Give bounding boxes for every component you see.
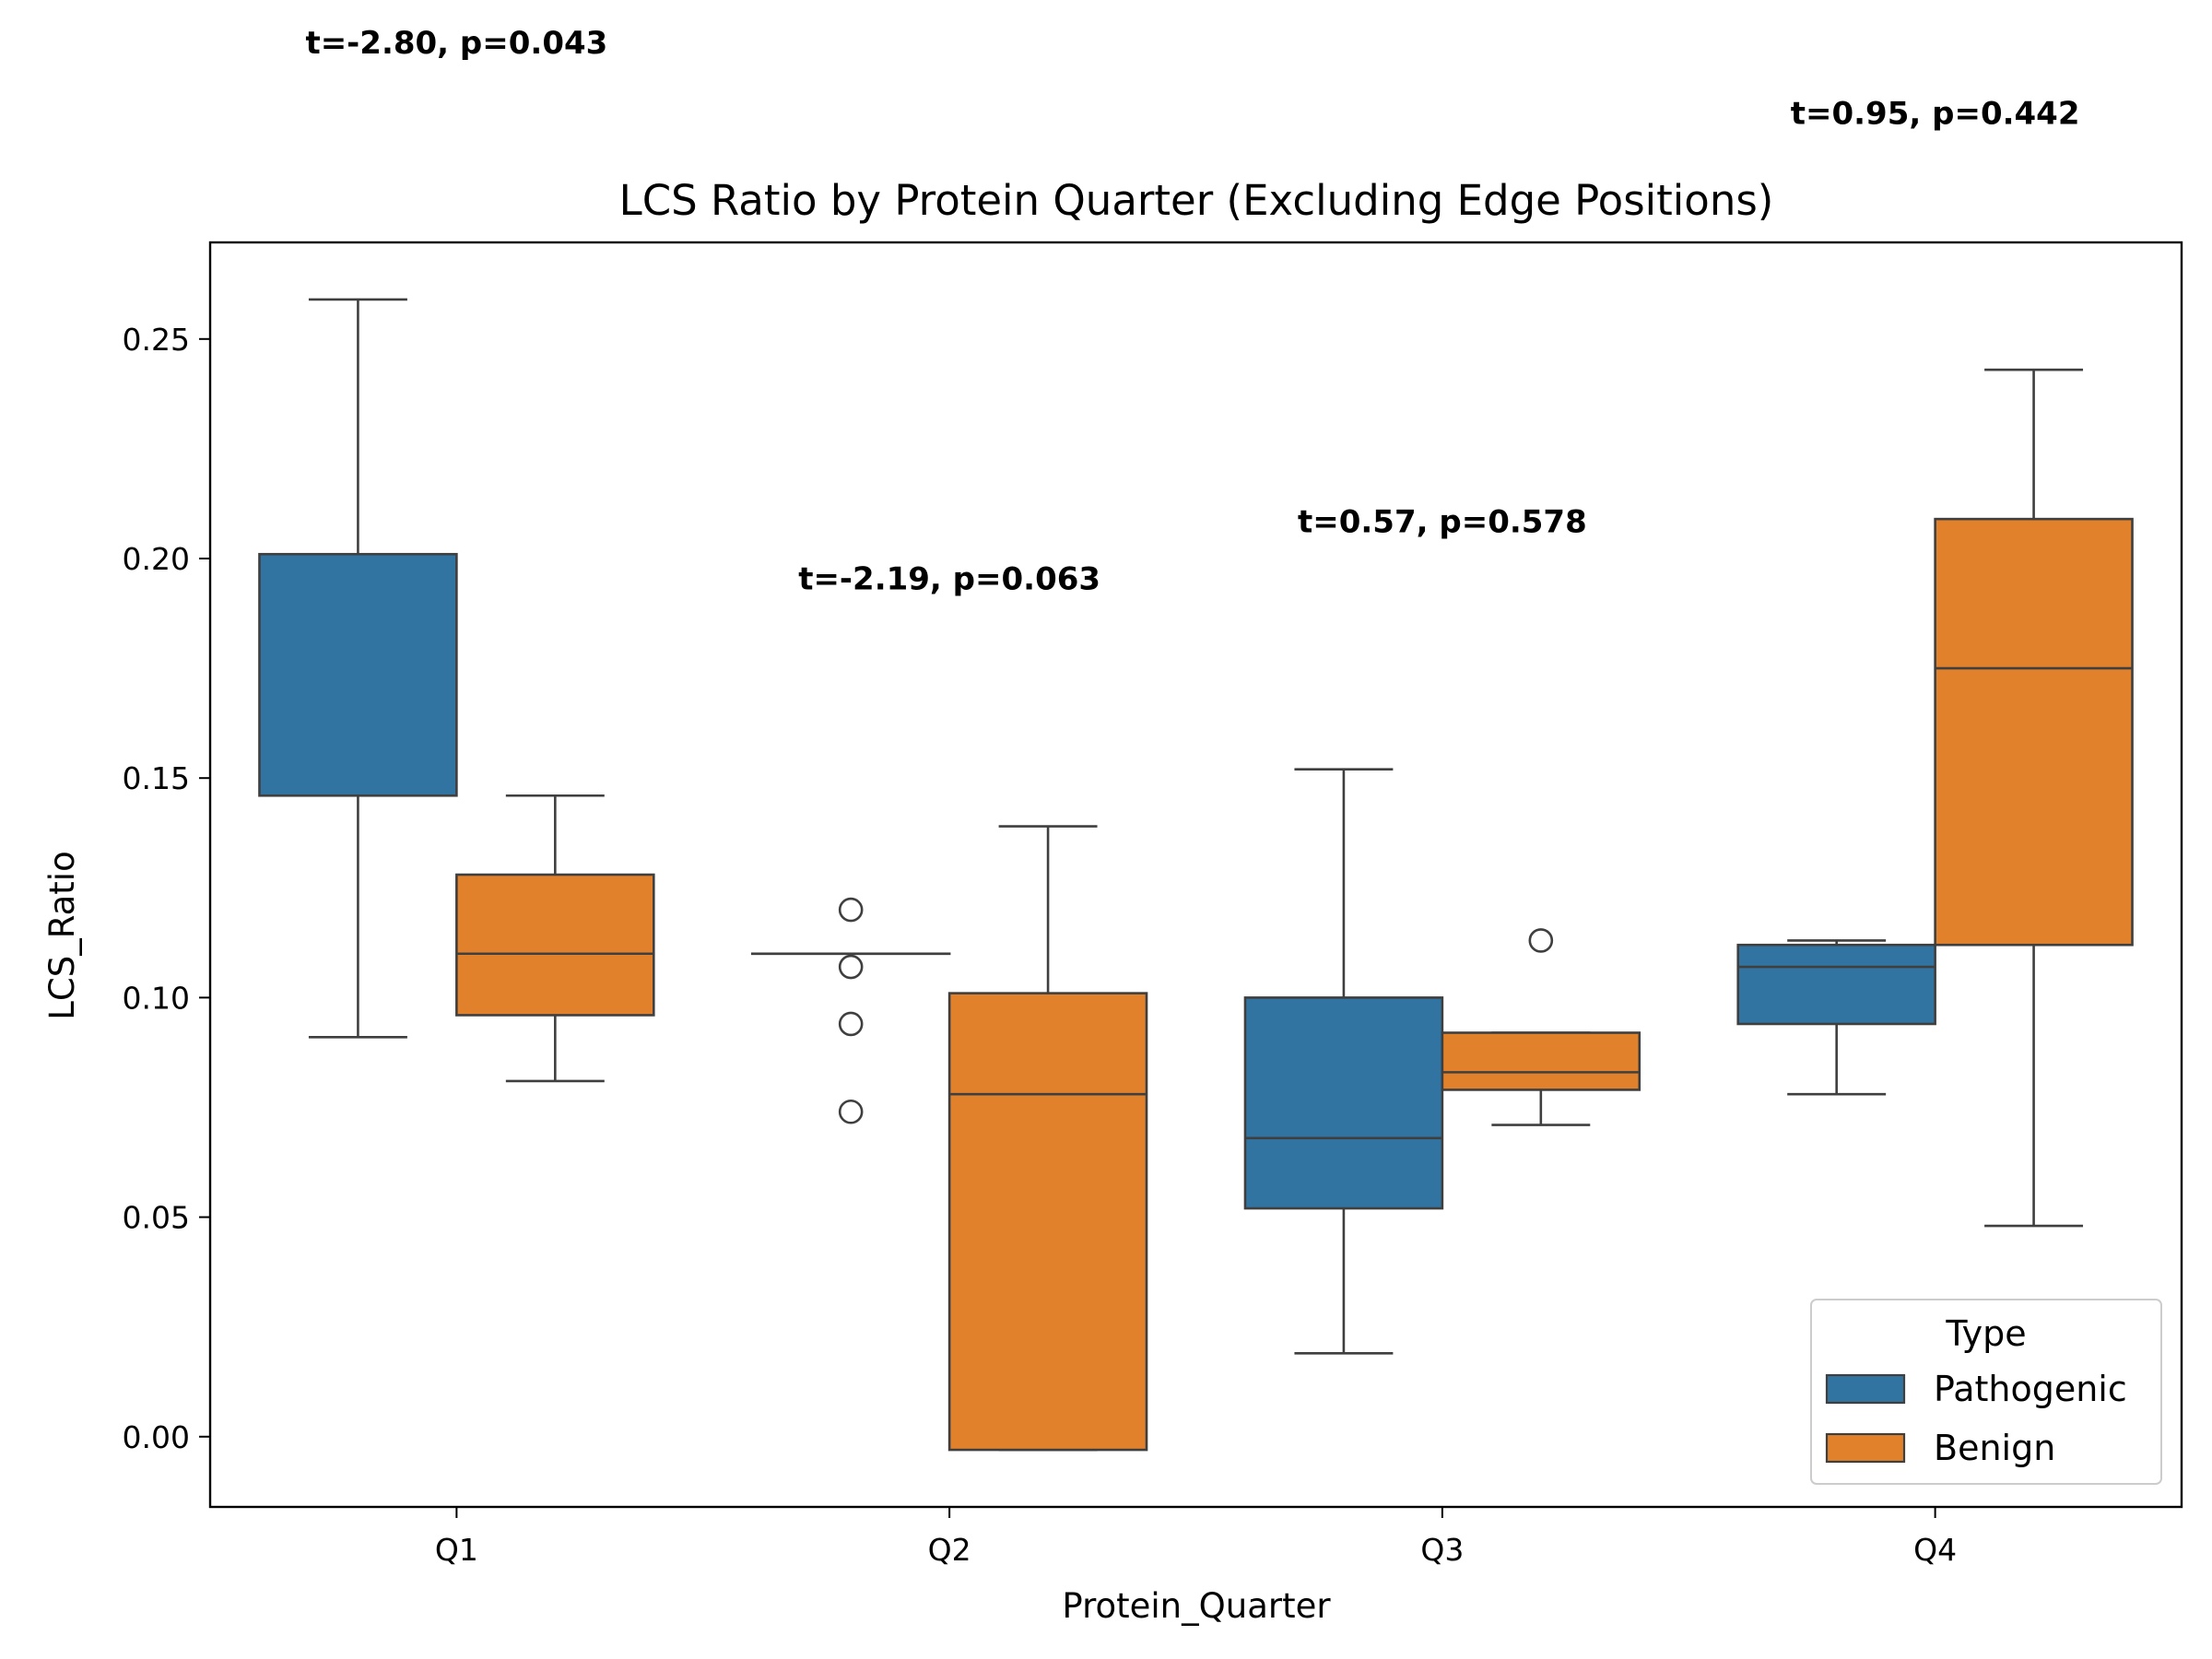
y-tick-label: 0.05 — [123, 1200, 190, 1236]
box-benign-q2 — [947, 992, 1148, 1452]
outlier-benign-q3 — [1528, 928, 1554, 953]
y-tick-label: 0.15 — [123, 760, 190, 796]
stat-annotation-q3: t=0.57, p=0.578 — [1298, 503, 1587, 540]
stat-annotation-q1: t=-2.80, p=0.043 — [305, 25, 607, 62]
x-tick-label: Q3 — [1420, 1532, 1464, 1568]
legend-label-benign: Benign — [1934, 1428, 2055, 1468]
stat-annotation-q2: t=-2.19, p=0.063 — [798, 560, 1100, 597]
outlier-pathogenic-q2 — [838, 897, 864, 923]
x-tick-label: Q1 — [435, 1532, 478, 1568]
legend-label-pathogenic: Pathogenic — [1934, 1369, 2127, 1409]
legend: Type Pathogenic Benign — [1810, 1299, 2162, 1485]
y-tick-label: 0.20 — [123, 541, 190, 577]
box-benign-q3 — [1441, 1031, 1641, 1091]
y-tick-label: 0.00 — [123, 1419, 190, 1455]
outlier-pathogenic-q2 — [838, 1011, 864, 1037]
plot-frame — [208, 241, 2183, 1509]
box-pathogenic-q1 — [258, 552, 458, 797]
legend-swatch-pathogenic — [1825, 1373, 1906, 1405]
y-tick-label: 0.25 — [123, 322, 190, 358]
y-tick-label: 0.10 — [123, 980, 190, 1016]
outlier-pathogenic-q2 — [838, 954, 864, 980]
chart-title: LCS Ratio by Protein Quarter (Excluding … — [619, 176, 1774, 225]
legend-swatch-benign — [1825, 1432, 1906, 1464]
plot-area: 0.00 0.05 0.10 0.15 0.20 0.25 Q1 Q2 Q3 Q4 t=-2.80,… — [123, 25, 2183, 1568]
stat-annotation-q4: t=0.95, p=0.442 — [1791, 95, 2080, 132]
y-axis-label: LCS_Ratio — [42, 851, 82, 1019]
box-pathogenic-q4 — [1736, 943, 1936, 1026]
outlier-pathogenic-q2 — [838, 1099, 864, 1124]
x-tick-label: Q2 — [928, 1532, 971, 1568]
box-benign-q4 — [1934, 517, 2134, 947]
box-pathogenic-q3 — [1243, 996, 1444, 1210]
legend-title: Type — [1945, 1313, 2026, 1354]
box-benign-q1 — [455, 873, 655, 1017]
x-tick-label: Q4 — [1913, 1532, 1957, 1568]
x-axis-label: Protein_Quarter — [1062, 1586, 1331, 1626]
